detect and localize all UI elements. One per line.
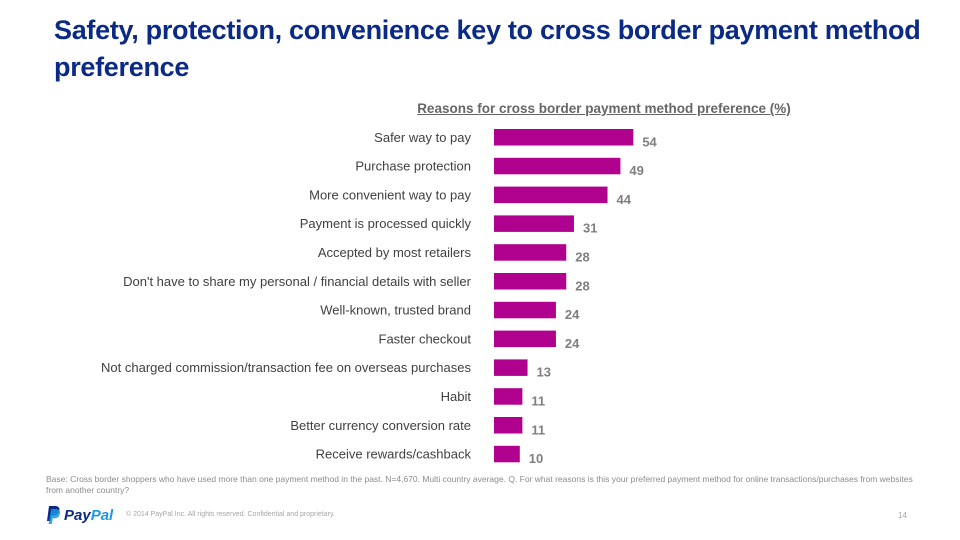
category-label: Better currency conversion rate [290,418,471,433]
category-label: Habit [441,389,472,404]
value-label: 28 [575,249,589,264]
slide-title: Safety, protection, convenience key to c… [54,15,921,82]
category-label: Don't have to share my personal / financ… [123,274,472,289]
category-label: More convenient way to pay [309,187,471,202]
bar [494,215,574,232]
value-label: 49 [629,163,643,178]
category-label: Accepted by most retailers [318,245,472,260]
category-label: Payment is processed quickly [300,216,472,231]
category-label: Faster checkout [379,331,472,346]
bar [494,417,523,434]
paypal-wordmark: PayPal [64,506,114,524]
page-number: 14 [898,511,907,520]
copyright-text: © 2014 PayPal Inc. All rights reserved. … [126,511,335,518]
category-label: Receive rewards/cashback [316,447,472,462]
value-label: 24 [565,307,580,322]
value-label: 54 [642,134,657,149]
bar [494,388,523,405]
category-label: Safer way to pay [374,130,471,145]
bar [494,330,556,348]
value-label: 44 [617,192,632,207]
bar [494,129,634,146]
category-label: Purchase protection [355,159,471,174]
paypal-logo: PayPal [46,505,113,525]
category-label: Well-known, trusted brand [320,303,471,318]
value-label: 11 [531,393,545,408]
bar [494,301,556,319]
value-label: 10 [529,451,543,466]
value-label: 11 [531,422,545,437]
bar [494,359,528,376]
footnote: Base: Cross border shoppers who have use… [46,474,913,495]
paypal-p-icon [47,506,60,524]
bar [494,445,520,463]
value-label: 24 [565,336,580,351]
bar [494,273,567,290]
value-label: 28 [575,278,589,293]
bar [494,157,621,175]
bar [494,244,567,261]
bar [494,186,608,204]
value-label: 13 [537,365,551,380]
chart-title: Reasons for cross border payment method … [417,101,791,116]
category-label: Not charged commission/transaction fee o… [101,360,471,375]
value-label: 31 [583,221,597,236]
